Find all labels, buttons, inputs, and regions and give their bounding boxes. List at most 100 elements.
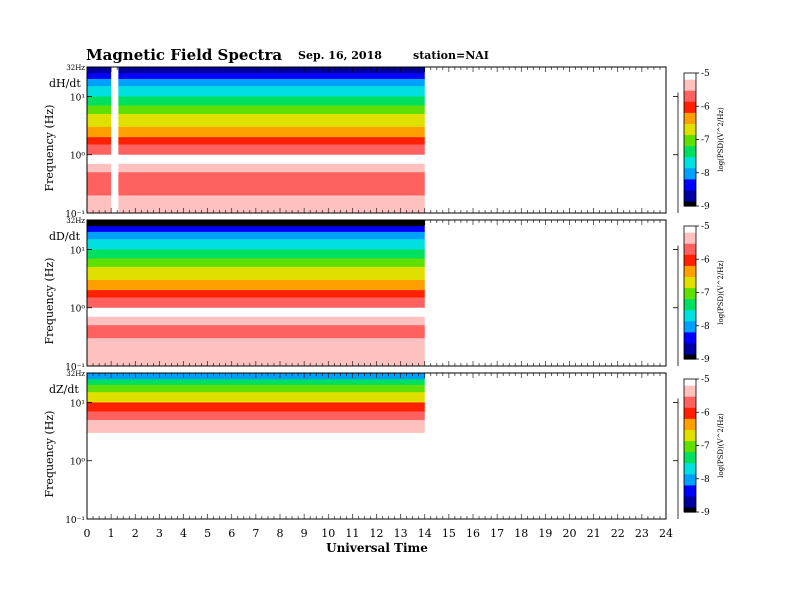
- colorbar-segment: [684, 441, 696, 444]
- colorbar-label: log(PSD)(V^2/Hz): [717, 413, 725, 478]
- spectrogram-band: [87, 86, 425, 97]
- panels-group: 32Hz 10¹ 10⁰ 10⁻¹ dH/dt Frequency (Hz) -5 -6 -7 -…: [43, 64, 725, 526]
- colorbar-segment: [684, 126, 696, 130]
- colorbar-segment: [684, 294, 696, 298]
- spectrogram-band: [87, 460, 425, 471]
- colorbar-segment: [684, 172, 696, 176]
- spectrogram-band: [87, 226, 425, 233]
- x-tick-label: 0: [84, 527, 91, 540]
- colorbar-segment: [684, 383, 696, 387]
- spectrogram-band: [87, 450, 425, 462]
- colorbar-segment: [684, 254, 696, 258]
- colorbar-segment: [684, 387, 696, 391]
- spectrogram-band: [87, 231, 425, 240]
- colorbar-segment: [684, 427, 696, 431]
- colorbar-tick-label: -7: [701, 289, 710, 299]
- figure-date: Sep. 16, 2018: [298, 49, 382, 62]
- colorbar-segment: [684, 316, 696, 320]
- colorbar-tick-label: -8: [701, 322, 710, 332]
- colorbar-segment: [684, 503, 696, 506]
- colorbar-segment: [684, 270, 696, 274]
- colorbar-segment: [684, 166, 696, 169]
- colorbar-segment: [684, 201, 696, 205]
- spectrogram-band: [87, 78, 425, 87]
- y-tick-label: 10⁻¹: [65, 516, 85, 526]
- x-tick-label: 6: [228, 527, 235, 540]
- colorbar-segment: [684, 146, 696, 149]
- colorbar-segment: [684, 505, 696, 509]
- colorbar-segment: [684, 485, 696, 489]
- colorbar-segment: [684, 327, 696, 331]
- colorbar-segment: [684, 429, 696, 433]
- colorbar-segment: [684, 410, 696, 413]
- colorbar-segment: [684, 155, 696, 158]
- colorbar-segment: [684, 334, 696, 338]
- spectrogram-band: [87, 258, 425, 268]
- colorbar-segment: [684, 305, 696, 309]
- x-tick-label: 1: [108, 527, 115, 540]
- spectrogram-band: [87, 144, 425, 156]
- spectrogram-band: [87, 163, 425, 173]
- colorbar-segment: [684, 199, 696, 203]
- colorbar-segment: [684, 325, 696, 329]
- component-label: dZ/dt: [49, 383, 79, 396]
- colorbar-segment: [684, 283, 696, 287]
- colorbar-segment: [684, 276, 696, 280]
- colorbar-segment: [684, 319, 696, 322]
- colorbar-segment: [684, 243, 696, 247]
- data-gap: [111, 67, 119, 213]
- y-tick-label: 32Hz: [66, 217, 85, 225]
- y-tick-label: 10¹: [70, 399, 85, 409]
- colorbar-segment: [684, 108, 696, 112]
- panel-dZ-dt: 32Hz 10¹ 10⁰ 10⁻¹ dZ/dt Frequency (Hz) -5 -6 -7 -…: [43, 370, 725, 526]
- spectrogram-band: [87, 348, 425, 367]
- y-tick-label: 10⁰: [70, 152, 85, 162]
- colorbar-segment: [684, 341, 696, 345]
- colorbar-segment: [684, 248, 696, 251]
- x-tick-label: 5: [204, 527, 211, 540]
- colorbar-segment: [684, 181, 696, 185]
- colorbar-segment: [684, 425, 696, 429]
- colorbar-segment: [684, 432, 696, 436]
- colorbar-segment: [684, 170, 696, 174]
- colorbar-segment: [684, 414, 696, 418]
- x-tick-label: 8: [277, 527, 284, 540]
- colorbar-segment: [684, 279, 696, 283]
- colorbar-segment: [684, 188, 696, 192]
- colorbar-segment: [684, 186, 696, 189]
- colorbar-segment: [684, 463, 696, 467]
- colorbar-segment: [684, 356, 696, 360]
- colorbar-label: log(PSD)(V^2/Hz): [717, 107, 725, 172]
- spectrogram-band: [87, 469, 425, 479]
- colorbar-segment: [684, 241, 696, 245]
- colorbar-segment: [684, 489, 696, 493]
- colorbar-segment: [684, 285, 696, 289]
- colorbar-segment: [684, 461, 696, 464]
- colorbar-segment: [684, 139, 696, 143]
- colorbar-segment: [684, 79, 696, 83]
- component-label: dD/dt: [49, 230, 81, 243]
- colorbar-segment: [684, 168, 696, 172]
- colorbar-segment: [684, 81, 696, 85]
- colorbar-segment: [684, 110, 696, 114]
- colorbar-segment: [684, 77, 696, 81]
- colorbar-segment: [684, 345, 696, 349]
- colorbar-segment: [684, 392, 696, 396]
- spectrogram-band: [87, 402, 425, 412]
- panel-dH-dt: 32Hz 10¹ 10⁰ 10⁻¹ dH/dt Frequency (Hz) -5 -6 -7 -…: [43, 64, 725, 220]
- spectrogram-band: [87, 96, 425, 106]
- colorbar-segment: [684, 398, 696, 402]
- colorbar-label: log(PSD)(V^2/Hz): [717, 260, 725, 325]
- colorbar-segment: [684, 323, 696, 327]
- colorbar-segment: [684, 232, 696, 236]
- colorbar-segment: [684, 245, 696, 249]
- colorbar-tick-label: -9: [701, 355, 710, 365]
- colorbar-segment: [684, 312, 696, 316]
- colorbar-segment: [684, 90, 696, 94]
- colorbar-segment: [684, 472, 696, 475]
- colorbar-segment: [684, 343, 696, 347]
- colorbar-segment: [684, 469, 696, 473]
- spectrogram-band: [87, 501, 425, 520]
- colorbar-tick-label: -6: [701, 102, 710, 112]
- colorbar-segment: [684, 498, 696, 502]
